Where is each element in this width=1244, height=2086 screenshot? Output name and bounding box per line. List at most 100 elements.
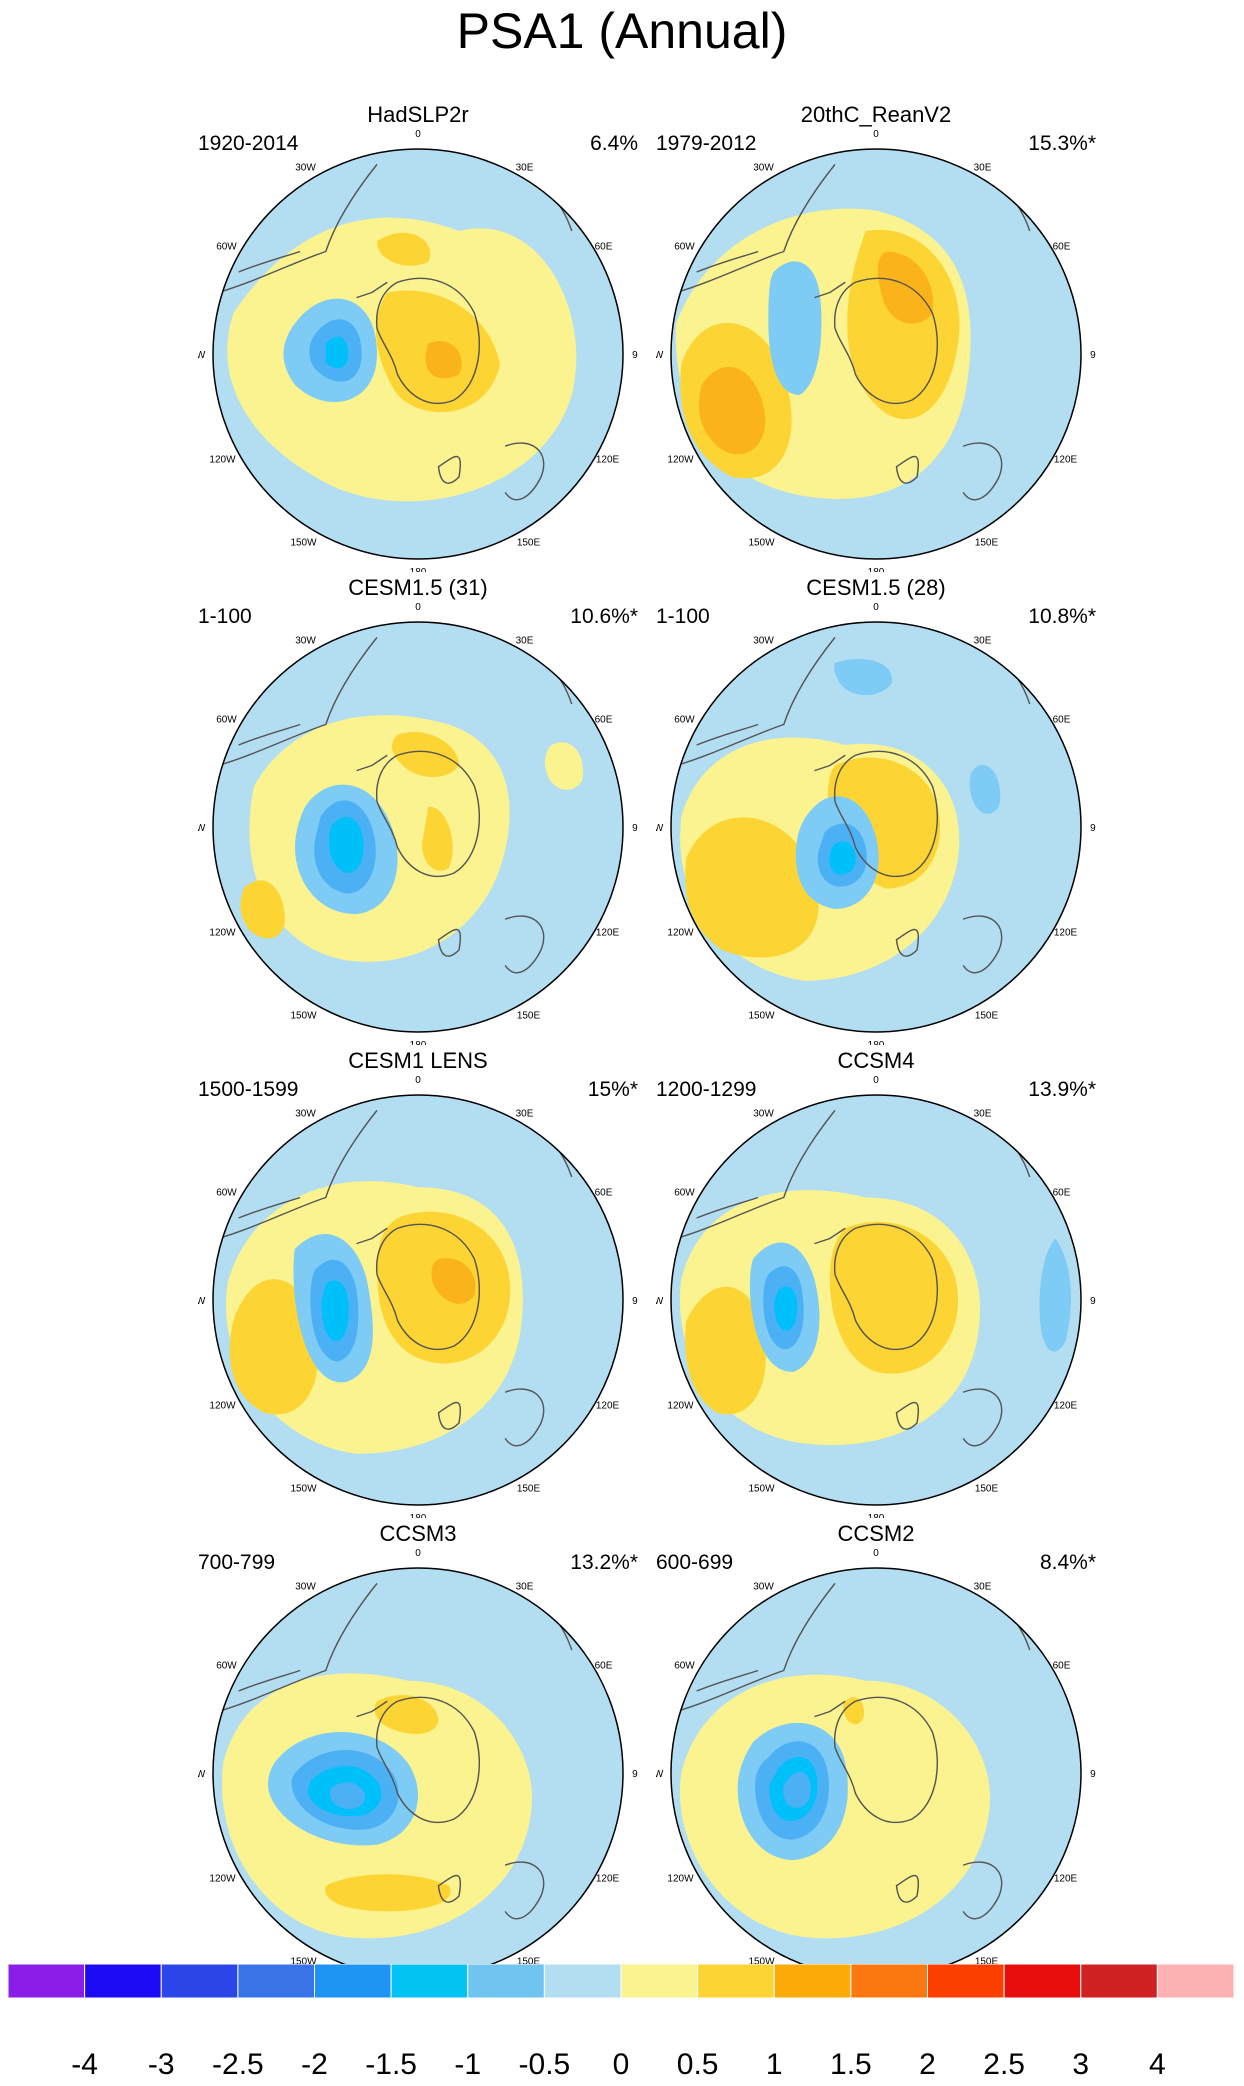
longitude-label: 180: [868, 567, 885, 572]
contour-region: [330, 1782, 366, 1809]
colorbar-swatch: [773, 1964, 852, 1998]
coastline: [696, 1196, 759, 1219]
longitude-label: 90E: [1090, 1769, 1096, 1780]
longitude-label: 180: [410, 567, 427, 572]
longitude-label: 90E: [632, 1769, 638, 1780]
coastline: [675, 1582, 836, 1713]
panel-period: 1-100: [656, 605, 710, 628]
longitude-label: 60W: [216, 715, 237, 726]
longitude-label: 30W: [753, 1108, 774, 1119]
contour-region: [829, 1221, 958, 1374]
map-panel: 20thC_ReanV2 1979-2012 15.3%* 0 30E 60E 90E 120…: [656, 102, 1096, 572]
coastline: [356, 281, 388, 299]
coastline: [675, 636, 836, 767]
map-panel: CCSM4 1200-1299 13.9%* 0 30E 60E 90E 120E 150E 18…: [656, 1048, 1096, 1518]
map-border: [670, 148, 1082, 560]
longitude-label: 90W: [198, 1769, 206, 1780]
colorbar-swatch: [467, 1964, 545, 1998]
coastline: [356, 754, 388, 772]
longitude-label: 150E: [975, 1484, 999, 1495]
colorbar-swatch: [620, 1964, 699, 1998]
coastline: [375, 750, 480, 878]
longitude-label: 120E: [1054, 928, 1078, 939]
coastline: [696, 723, 759, 746]
coastline: [217, 1582, 378, 1713]
longitude-label: 90W: [198, 1296, 206, 1307]
map-panel: CESM1.5 (28) 1-100 10.8%* 0 30E 60E 90E 120E 150…: [656, 575, 1096, 1045]
longitude-label: 60E: [1053, 1188, 1071, 1199]
contour-region: [431, 1258, 476, 1304]
coastline: [696, 250, 759, 273]
longitude-label: 30W: [753, 635, 774, 646]
contour-region: [783, 1771, 811, 1808]
colorbar-tick-label: -3: [147, 2048, 175, 2081]
longitude-label: 30E: [974, 1581, 992, 1592]
coastline: [238, 1196, 301, 1219]
longitude-label: 120E: [1054, 1401, 1078, 1412]
coastline: [895, 1874, 919, 1903]
colorbar-tick-label: 4: [1149, 2048, 1166, 2081]
longitude-label: 90E: [632, 823, 638, 834]
longitude-label: 120E: [596, 1401, 620, 1412]
longitude-label: 180: [868, 1513, 885, 1518]
longitude-label: 0: [873, 1075, 879, 1086]
colorbar-swatch: [84, 1964, 162, 1998]
colorbar-swatch: [1003, 1964, 1082, 1998]
longitude-label: 60W: [216, 1188, 237, 1199]
longitude-label: 180: [410, 1513, 427, 1518]
colorbar-swatch: [850, 1964, 928, 1998]
longitude-label: 120W: [667, 1874, 694, 1885]
longitude-label: 150E: [517, 1957, 541, 1968]
longitude-label: 60E: [1053, 242, 1071, 253]
coastline: [504, 1388, 545, 1447]
panel-title: CCSM3: [379, 1521, 457, 1546]
longitude-label: 150E: [975, 538, 999, 549]
longitude-label: 150E: [517, 538, 541, 549]
contour-region: [325, 1874, 451, 1912]
colorbar-tick-label: -1.5: [365, 2048, 417, 2081]
coastline: [238, 1669, 301, 1692]
coastline: [504, 1861, 545, 1920]
longitude-label: 0: [873, 1548, 879, 1559]
colorbar-swatch: [697, 1964, 775, 1998]
map-border: [212, 621, 624, 1033]
longitude-label: 30W: [295, 1108, 316, 1119]
longitude-label: 30E: [516, 1581, 534, 1592]
longitude-label: 120W: [209, 455, 236, 466]
coastline: [217, 1109, 378, 1240]
colorbar-swatch: [390, 1964, 469, 1998]
panel-variance-percent: 10.8%*: [1028, 605, 1096, 628]
map-panel: CESM1.5 (31) 1-100 10.6%* 0 30E 60E 90E 120E 150…: [198, 575, 638, 1045]
map-panel: CCSM2600-6998.4%*030E60E90E120E150E18015…: [656, 1521, 1096, 1991]
coastline: [375, 277, 480, 405]
colorbar-tick-label: 2.5: [983, 2048, 1025, 2081]
map-panel: CCSM3700-79913.2%*030E60E90E120E150E1801…: [198, 1521, 638, 1991]
longitude-label: 150E: [517, 1011, 541, 1022]
panel-period: 1979-2012: [656, 132, 757, 155]
coastline: [437, 1874, 461, 1903]
panel-period: 1-100: [198, 605, 252, 628]
contour-region: [544, 742, 583, 790]
longitude-label: 30E: [974, 162, 992, 173]
longitude-label: 30E: [516, 1108, 534, 1119]
coastline: [375, 1696, 480, 1824]
longitude-label: 150W: [290, 1957, 317, 1968]
longitude-label: 30W: [295, 635, 316, 646]
longitude-label: 120E: [596, 928, 620, 939]
longitude-label: 90E: [1090, 350, 1096, 361]
longitude-label: 60W: [674, 1188, 695, 1199]
longitude-label: 150W: [290, 1011, 317, 1022]
longitude-label: 60W: [216, 242, 237, 253]
map-border: [670, 621, 1082, 1033]
contour-region: [425, 341, 462, 379]
colorbar-swatch: [160, 1964, 239, 1998]
longitude-label: 60W: [216, 1661, 237, 1672]
panel-title: 20thC_ReanV2: [800, 102, 952, 127]
longitude-label: 30W: [295, 1581, 316, 1592]
panel-title: CESM1.5 (31): [348, 575, 488, 600]
coastline: [437, 1401, 461, 1430]
panel-variance-percent: 8.4%*: [1039, 1551, 1096, 1574]
coastline: [375, 1223, 480, 1351]
longitude-label: 60E: [1053, 1661, 1071, 1672]
coastline: [814, 1227, 846, 1245]
